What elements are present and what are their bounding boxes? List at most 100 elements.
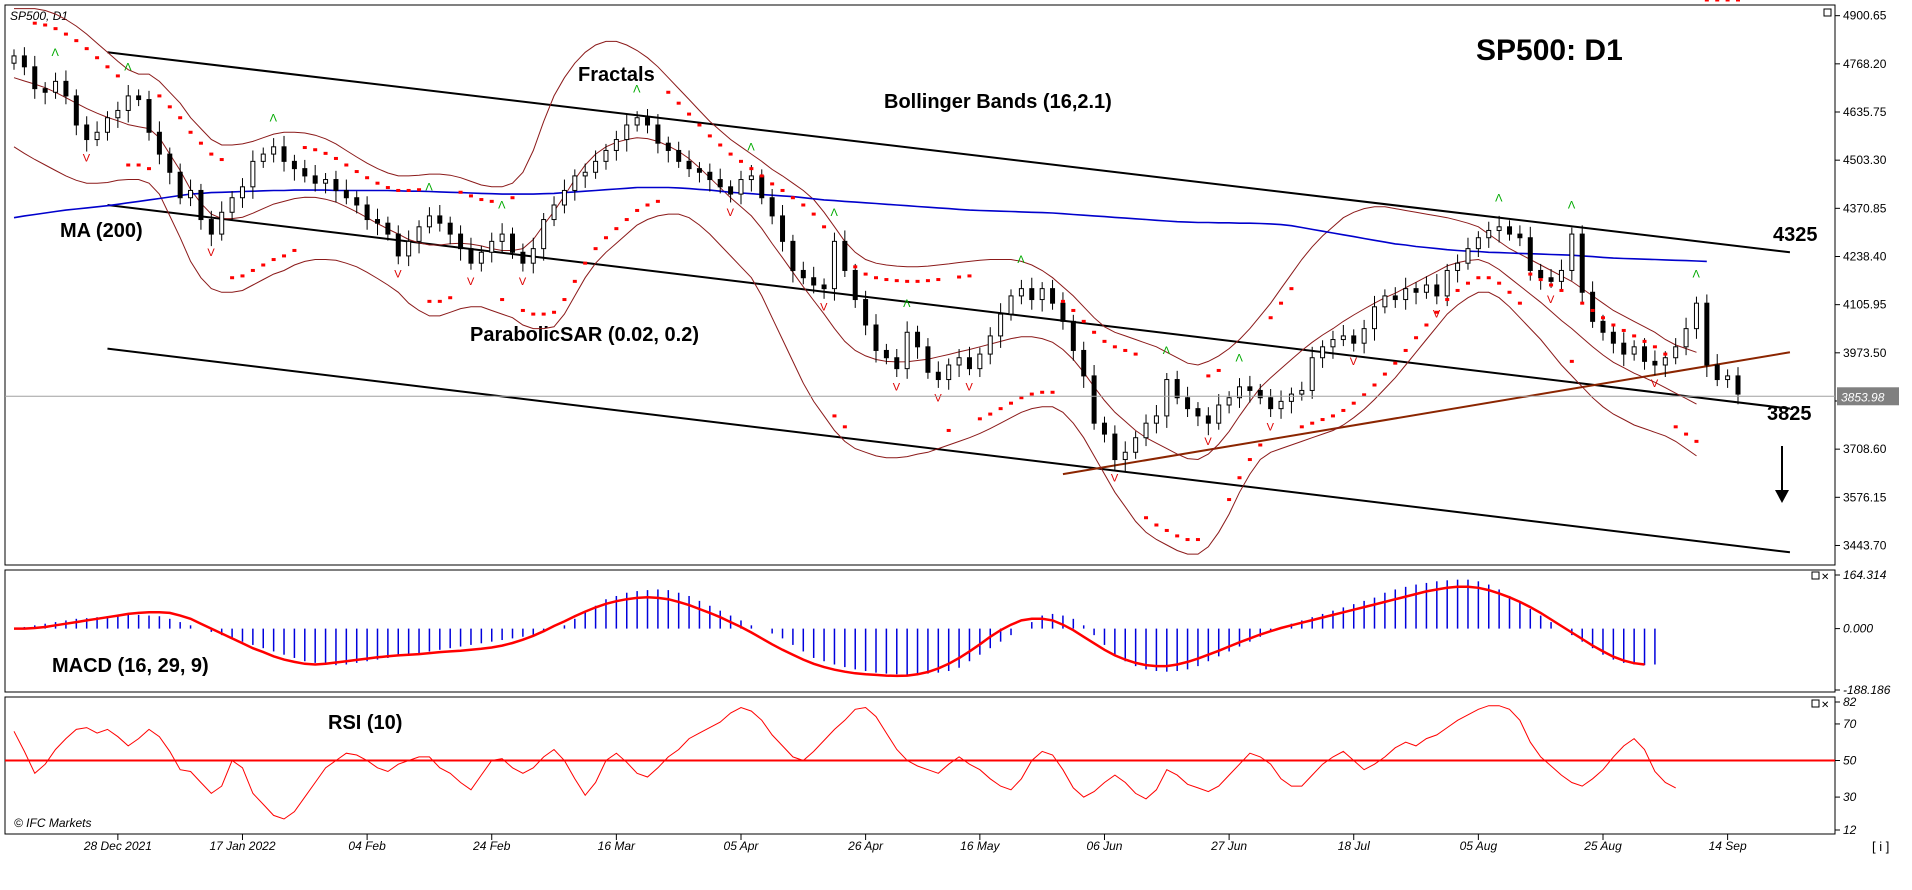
candle-body [416,226,422,242]
candle-body [84,124,90,141]
candle-body [1610,331,1616,344]
candle-body [499,233,505,242]
level-lower-label: 3825 [1767,403,1812,425]
fractal-up-icon: Λ [747,141,755,153]
candle-body [1372,306,1378,330]
rsi-series-layer [5,705,1835,820]
candle-body [1444,269,1450,297]
price-panel[interactable] [4,4,1836,566]
price-axis-label: 4768.20 [1843,57,1887,71]
rsi-line [13,705,1676,820]
candle-body [904,331,910,370]
candle-body [873,324,879,351]
candle-body [271,146,277,155]
candle-body [1122,451,1128,461]
candle-body [94,131,100,141]
price-axis-label: 4900.65 [1843,9,1887,23]
candle-body [883,349,889,359]
fractal-up-icon: Λ [1235,352,1243,364]
candle-body [582,171,588,177]
candle-body [1101,422,1107,435]
candle-body [686,160,692,170]
candle-body [572,175,578,191]
price-axis-label: 3576.15 [1843,490,1887,504]
candle-body [852,269,858,301]
candle-body [925,346,931,373]
candle-body [780,215,786,242]
chart-title: SP500: D1 [1476,34,1623,67]
candle-body [104,117,110,133]
candle-body [1403,288,1409,301]
candle-body [333,179,339,191]
candle-body [42,88,48,93]
price-axis-label: 4105.95 [1843,298,1887,312]
candle-body [1558,269,1564,282]
candle-body [1735,375,1741,395]
candle-body [1247,386,1253,391]
macd-axis-label: 0.000 [1843,622,1873,636]
fractal-up-icon: Λ [633,83,641,95]
candle-body [1621,342,1627,355]
bollinger-annotation: Bollinger Bands (16,2.1) [884,91,1112,113]
candle-body [915,331,921,348]
candle-body [1548,277,1554,282]
fractals-annotation: Fractals [578,64,655,86]
down-arrow-icon [1775,446,1789,503]
corner-info-icon[interactable]: [ i ] [1872,839,1889,854]
candle-body [1288,393,1294,402]
price-axis-label: 3708.60 [1843,442,1887,456]
candle-body [1507,226,1513,235]
svg-text:✕: ✕ [1821,572,1829,583]
candle-body [1060,302,1066,322]
candle-body [1704,302,1710,366]
price-panel-corner-icon[interactable] [1823,8,1832,17]
candle-body [935,371,941,381]
candle-body [1050,288,1056,304]
candle-body [624,124,630,141]
channel-lower-line [107,347,1791,554]
last-price-tag [1837,387,1899,406]
candle-body [520,251,526,264]
fractal-down-icon: V [394,269,402,281]
candle-body [478,251,484,264]
candle-body [1631,346,1637,355]
candle-body [1205,415,1211,424]
macd-signal-line [14,585,1645,678]
candle-body [1008,295,1014,315]
rsi-panel-close-icon[interactable]: ✕ [1811,699,1829,711]
candle-body [374,219,380,224]
candle-body [32,66,38,90]
candle-body [811,277,817,286]
candle-body [447,222,453,235]
candle-body [1185,397,1191,410]
candle-body [53,80,59,93]
macd-panel-close-icon[interactable]: ✕ [1811,571,1829,583]
candle-body [1268,397,1274,410]
macd-axis-label: -188.186 [1843,683,1891,697]
macd-panel[interactable] [4,569,1836,693]
date-axis-label: 16 Mar [598,839,636,853]
candle-body [842,240,848,271]
candle-body [1496,226,1502,231]
candle-body [800,269,806,279]
candle-body [156,131,162,155]
fractal-down-icon: V [820,301,828,313]
candle-body [1226,397,1232,406]
rsi-panel[interactable] [4,696,1836,835]
candle-body [125,95,131,111]
bollinger-upper-line [14,8,1697,366]
candle-body [728,186,734,195]
candle-body [1423,284,1429,293]
fractal-up-icon: Λ [903,298,911,310]
rsi-axis-label: 12 [1843,823,1857,837]
candle-body [717,179,723,188]
candle-body [468,248,474,264]
candle-body [696,168,702,173]
candle-body [863,299,869,326]
candle-body [73,95,79,126]
rsi-axis-label: 50 [1843,754,1857,768]
candle-body [1070,320,1076,351]
price-axis-label: 3973.50 [1843,346,1887,360]
candle-body [790,240,796,271]
